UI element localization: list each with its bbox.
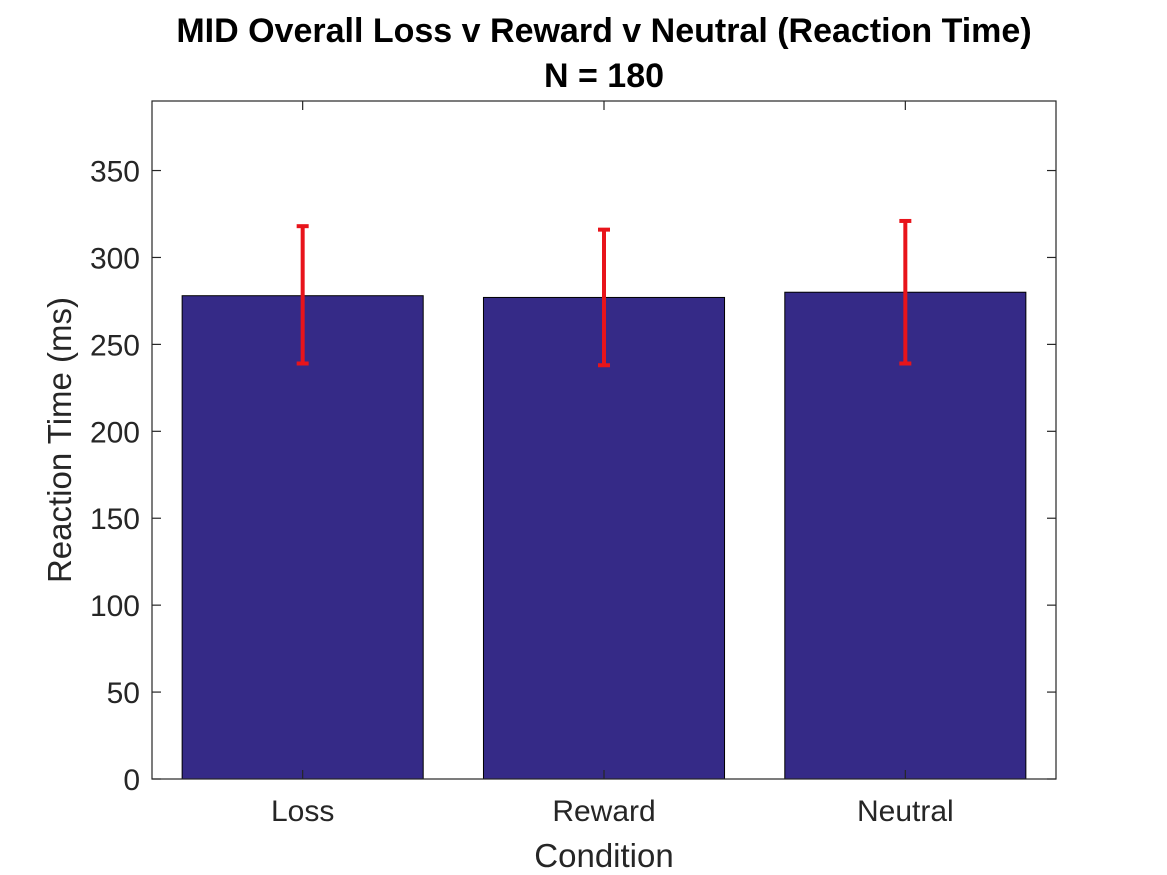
y-tick-label: 250: [90, 329, 140, 362]
bar-neutral: [784, 291, 1027, 780]
x-axis-label: Condition: [534, 837, 673, 874]
y-tick-label: 50: [107, 677, 140, 710]
y-tick-label: 300: [90, 242, 140, 275]
y-tick-label: 100: [90, 590, 140, 623]
y-tick-label: 150: [90, 503, 140, 536]
y-tick-label: 350: [90, 156, 140, 189]
x-tick-label: Reward: [552, 795, 655, 828]
x-tick-label: Neutral: [857, 795, 954, 828]
chart-title: MID Overall Loss v Reward v Neutral (Rea…: [176, 12, 1031, 50]
plot-area: 0 50 100 150 200 250 300 350 Loss Reward Neutral: [90, 100, 1057, 828]
chart-subtitle: N = 180: [544, 57, 664, 95]
y-tick-label: 200: [90, 416, 140, 449]
x-tick-label: Loss: [271, 795, 334, 828]
y-tick-label: 0: [123, 764, 140, 797]
y-axis-label: Reaction Time (ms): [41, 297, 78, 583]
bar-loss: [181, 295, 424, 780]
bar-reward: [482, 296, 726, 780]
